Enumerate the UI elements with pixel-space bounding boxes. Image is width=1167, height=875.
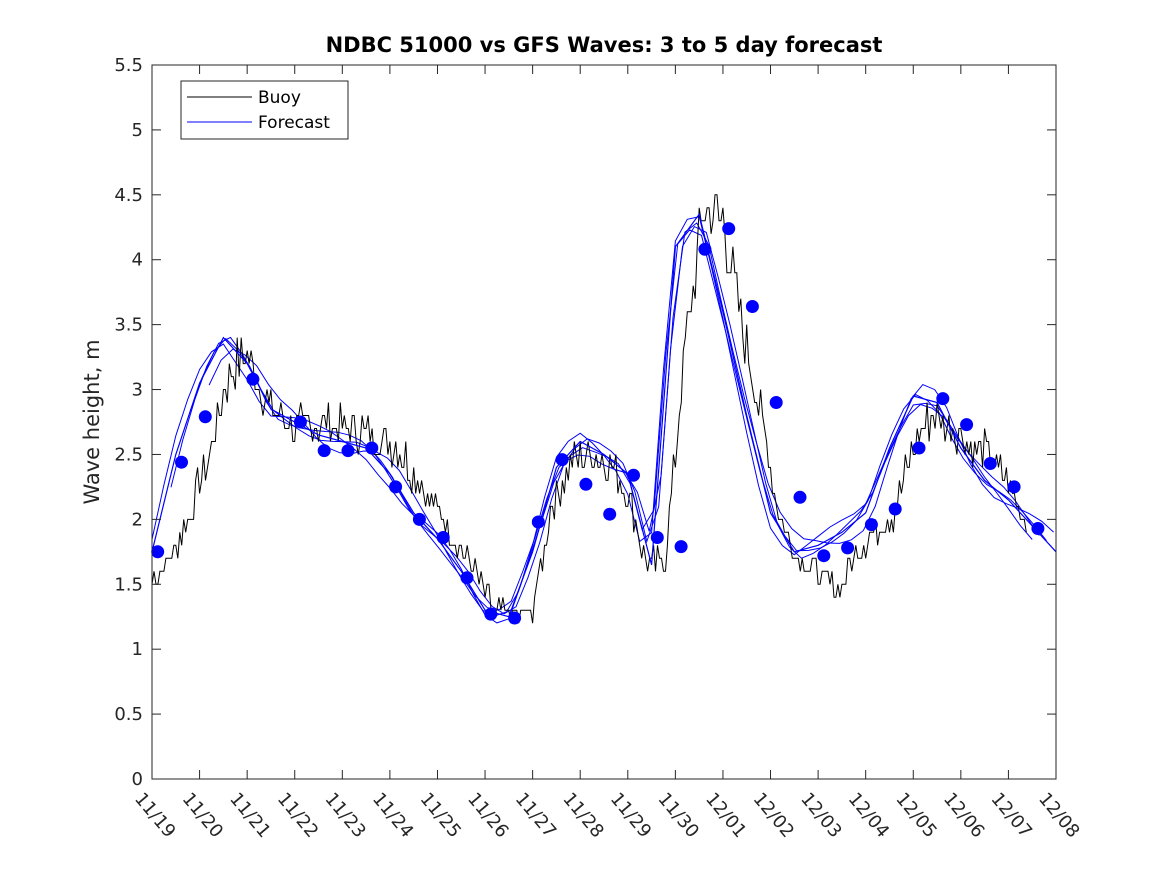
forecast-run-line <box>170 225 1040 615</box>
forecast-marker <box>508 611 522 625</box>
y-tick-label: 1.5 <box>114 574 143 595</box>
y-axis: 0 0.5 1 1.5 2 2.5 3 3.5 4 4.5 5 5.5 <box>114 55 1056 790</box>
forecast-marker <box>293 415 307 429</box>
forecast-marker <box>1031 522 1045 535</box>
forecast-marker <box>246 372 260 386</box>
legend-buoy-label: Buoy <box>258 88 301 108</box>
plot-area <box>151 64 1057 780</box>
forecast-marker <box>389 480 403 494</box>
forecast-marker <box>912 441 926 455</box>
forecast-marker <box>555 453 569 467</box>
forecast-marker <box>341 444 355 458</box>
forecast-marker <box>817 549 831 563</box>
legend: Buoy Forecast <box>180 80 349 140</box>
forecast-marker <box>175 455 188 469</box>
y-tick-label: 1 <box>132 639 143 660</box>
forecast-marker <box>722 222 736 236</box>
y-tick-label: 0 <box>132 769 143 790</box>
y-tick-label: 2 <box>132 509 143 530</box>
forecast-run-line <box>189 229 1047 611</box>
y-tick-label: 5.5 <box>114 55 143 76</box>
forecast-marker <box>436 531 450 544</box>
forecast-marker <box>983 457 997 470</box>
chart-title: NDBC 51000 vs GFS Waves: 3 to 5 day fore… <box>326 33 883 57</box>
forecast-markers <box>151 222 1045 625</box>
y-tick-label: 3.5 <box>114 315 143 336</box>
forecast-marker <box>960 418 974 432</box>
forecast-marker <box>484 607 498 621</box>
forecast-marker <box>603 507 617 521</box>
forecast-marker <box>579 477 593 491</box>
forecast-marker <box>698 242 712 256</box>
forecast-marker <box>745 300 759 313</box>
forecast-marker <box>674 540 688 554</box>
y-axis-label: Wave height, m <box>80 339 104 504</box>
forecast-marker <box>627 468 640 482</box>
forecast-marker <box>769 396 783 409</box>
legend-box <box>180 80 349 140</box>
forecast-marker <box>412 512 426 526</box>
buoy-series-line <box>151 194 1027 624</box>
y-tick-label: 4.5 <box>114 185 143 206</box>
buoy-layer <box>151 194 1027 624</box>
forecast-marker <box>531 515 545 529</box>
forecast-marker <box>650 531 664 544</box>
legend-forecast-label: Forecast <box>258 113 330 133</box>
forecast-marker <box>793 490 807 504</box>
y-tick-label: 3 <box>132 380 143 401</box>
forecast-marker <box>198 410 212 424</box>
y-tick-label: 4 <box>132 250 143 271</box>
forecast-marker <box>936 392 950 406</box>
forecast-marker <box>365 441 379 455</box>
forecast-marker <box>460 571 474 585</box>
forecast-marker <box>317 444 331 458</box>
forecast-marker <box>151 545 165 559</box>
axes-box <box>151 64 1057 780</box>
y-tick-label: 5 <box>132 120 143 141</box>
y-tick-label: 0.5 <box>114 704 143 725</box>
forecast-marker <box>864 518 878 532</box>
forecast-marker <box>888 502 902 516</box>
forecast-marker <box>1007 480 1021 494</box>
y-tick-label: 2.5 <box>114 444 143 465</box>
forecast-marker <box>841 541 855 555</box>
